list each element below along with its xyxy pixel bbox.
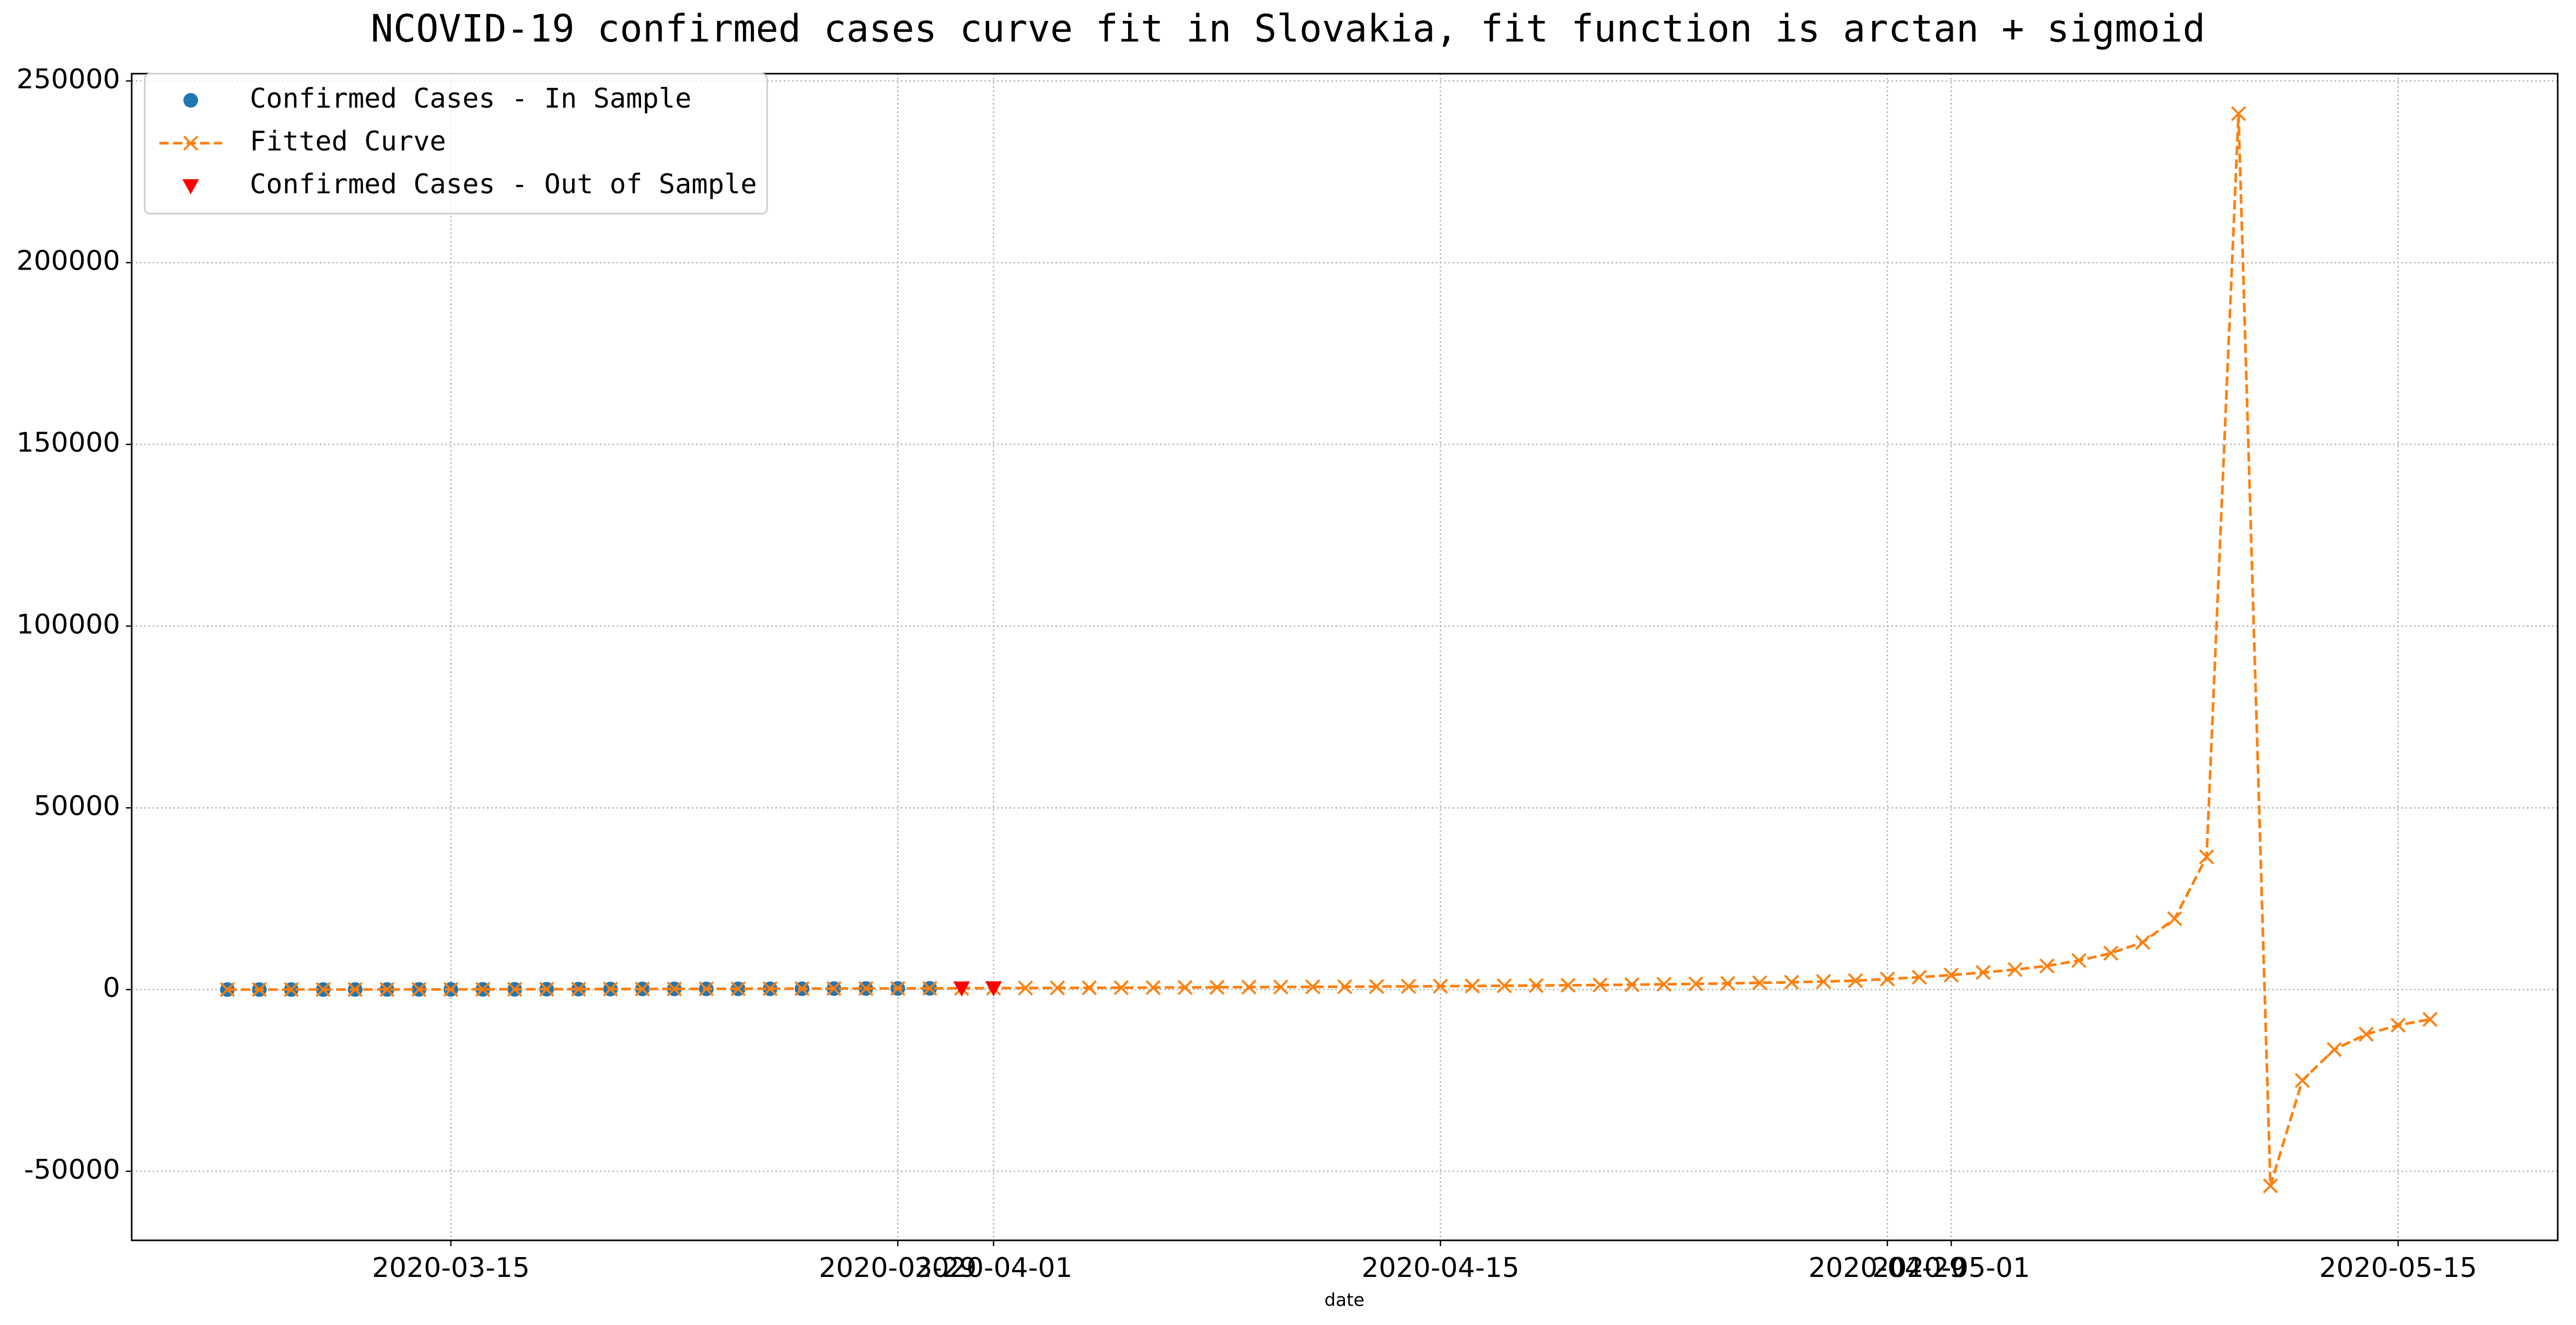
data-point [2422, 1012, 2438, 1027]
data-point [1433, 979, 1448, 994]
data-point [1816, 974, 1831, 989]
legend-marker [183, 135, 199, 151]
data-point [1209, 980, 1225, 995]
legend-label: Fitted Curve [250, 126, 446, 157]
data-point [2071, 952, 2087, 968]
data-point [379, 982, 395, 997]
data-point [1305, 979, 1320, 995]
data-point [284, 982, 299, 997]
data-point [730, 981, 746, 996]
x-tick-label: 2020-05-01 [1872, 1252, 2030, 1284]
data-point [2039, 958, 2055, 974]
data-point [1401, 979, 1417, 994]
data-point [1528, 978, 1544, 993]
chart-title: NCOVID-19 confirmed cases curve fit in S… [370, 7, 2205, 51]
legend: Confirmed Cases - In Sample Fitted Curve C… [144, 73, 768, 215]
data-point [1560, 978, 1576, 993]
data-point [1465, 978, 1480, 994]
data-point [2294, 1073, 2310, 1088]
data-point [826, 981, 842, 996]
y-tick-label: 150000 [16, 427, 120, 459]
data-point [762, 981, 778, 996]
data-point [985, 981, 1002, 997]
data-point [667, 981, 682, 997]
data-point [602, 981, 618, 997]
x-axis-label: date [1325, 1290, 1365, 1311]
data-point [2262, 1178, 2278, 1194]
data-point [1177, 980, 1193, 995]
data-point [1720, 975, 1736, 991]
data-point [1113, 980, 1129, 995]
x-tick-label: 2020-04-15 [1362, 1252, 1519, 1284]
plot-frame [131, 73, 2559, 1241]
x-tick-label: 2020-04-29 [1808, 1252, 1966, 1284]
data-point [890, 981, 906, 996]
data-point [2008, 962, 2023, 978]
x-tick-label: 2020-04-01 [914, 1252, 1072, 1284]
legend-marker [182, 179, 199, 194]
series-line [227, 113, 2431, 1187]
data-point [2231, 106, 2246, 121]
data-point [251, 982, 267, 997]
y-tick-label: 200000 [16, 246, 120, 277]
data-point [2359, 1027, 2374, 1042]
data-point [794, 981, 810, 996]
data-point [1241, 979, 1257, 995]
data-point [1082, 980, 1097, 996]
data-point [1369, 979, 1385, 994]
data-point [1656, 977, 1672, 992]
x-tick-label: 2020-03-29 [819, 1252, 977, 1284]
data-point [219, 982, 235, 997]
data-point [1496, 978, 1512, 994]
data-point [1975, 964, 1991, 980]
data-point [1688, 976, 1703, 992]
data-point [922, 981, 937, 996]
data-point [635, 981, 650, 997]
data-point [953, 981, 970, 997]
data-point [1784, 974, 1800, 990]
data-point [2326, 1042, 2342, 1057]
y-tick-label: 100000 [16, 609, 120, 640]
data-point [1848, 973, 1863, 989]
data-point [1592, 977, 1608, 993]
x-tick-label: 2020-03-15 [372, 1252, 530, 1284]
data-point [2167, 911, 2183, 926]
legend-marker [183, 93, 198, 108]
data-point [858, 981, 874, 996]
data-point [1018, 980, 1033, 996]
data-point [316, 982, 331, 997]
data-point [699, 981, 714, 997]
data-point [1145, 980, 1161, 995]
data-point [2103, 946, 2119, 961]
x-tick-label: 2020-05-15 [2319, 1252, 2477, 1284]
y-tick-label: 0 [103, 972, 120, 1004]
y-tick-label: 50000 [34, 791, 120, 822]
data-point [539, 981, 554, 997]
data-point [1624, 977, 1640, 992]
y-tick-label: 250000 [16, 64, 120, 95]
y-tick-label: -50000 [24, 1154, 120, 1185]
data-point [443, 982, 459, 997]
data-point [1911, 969, 1927, 985]
data-point [1752, 975, 1768, 991]
data-point [411, 982, 427, 997]
data-point [2199, 849, 2214, 865]
data-point [2391, 1017, 2406, 1033]
data-point [571, 981, 586, 997]
data-point [1273, 979, 1289, 995]
legend-label: Confirmed Cases - In Sample [250, 83, 691, 114]
data-point [1050, 980, 1065, 996]
data-point [2135, 935, 2151, 950]
legend-frame [144, 73, 768, 215]
data-point [1943, 967, 1959, 983]
data-point [347, 982, 363, 997]
data-point [475, 982, 491, 997]
data-point [1879, 971, 1895, 987]
data-point [507, 981, 523, 997]
data-point [1337, 979, 1352, 994]
legend-label: Confirmed Cases - Out of Sample [250, 169, 757, 200]
